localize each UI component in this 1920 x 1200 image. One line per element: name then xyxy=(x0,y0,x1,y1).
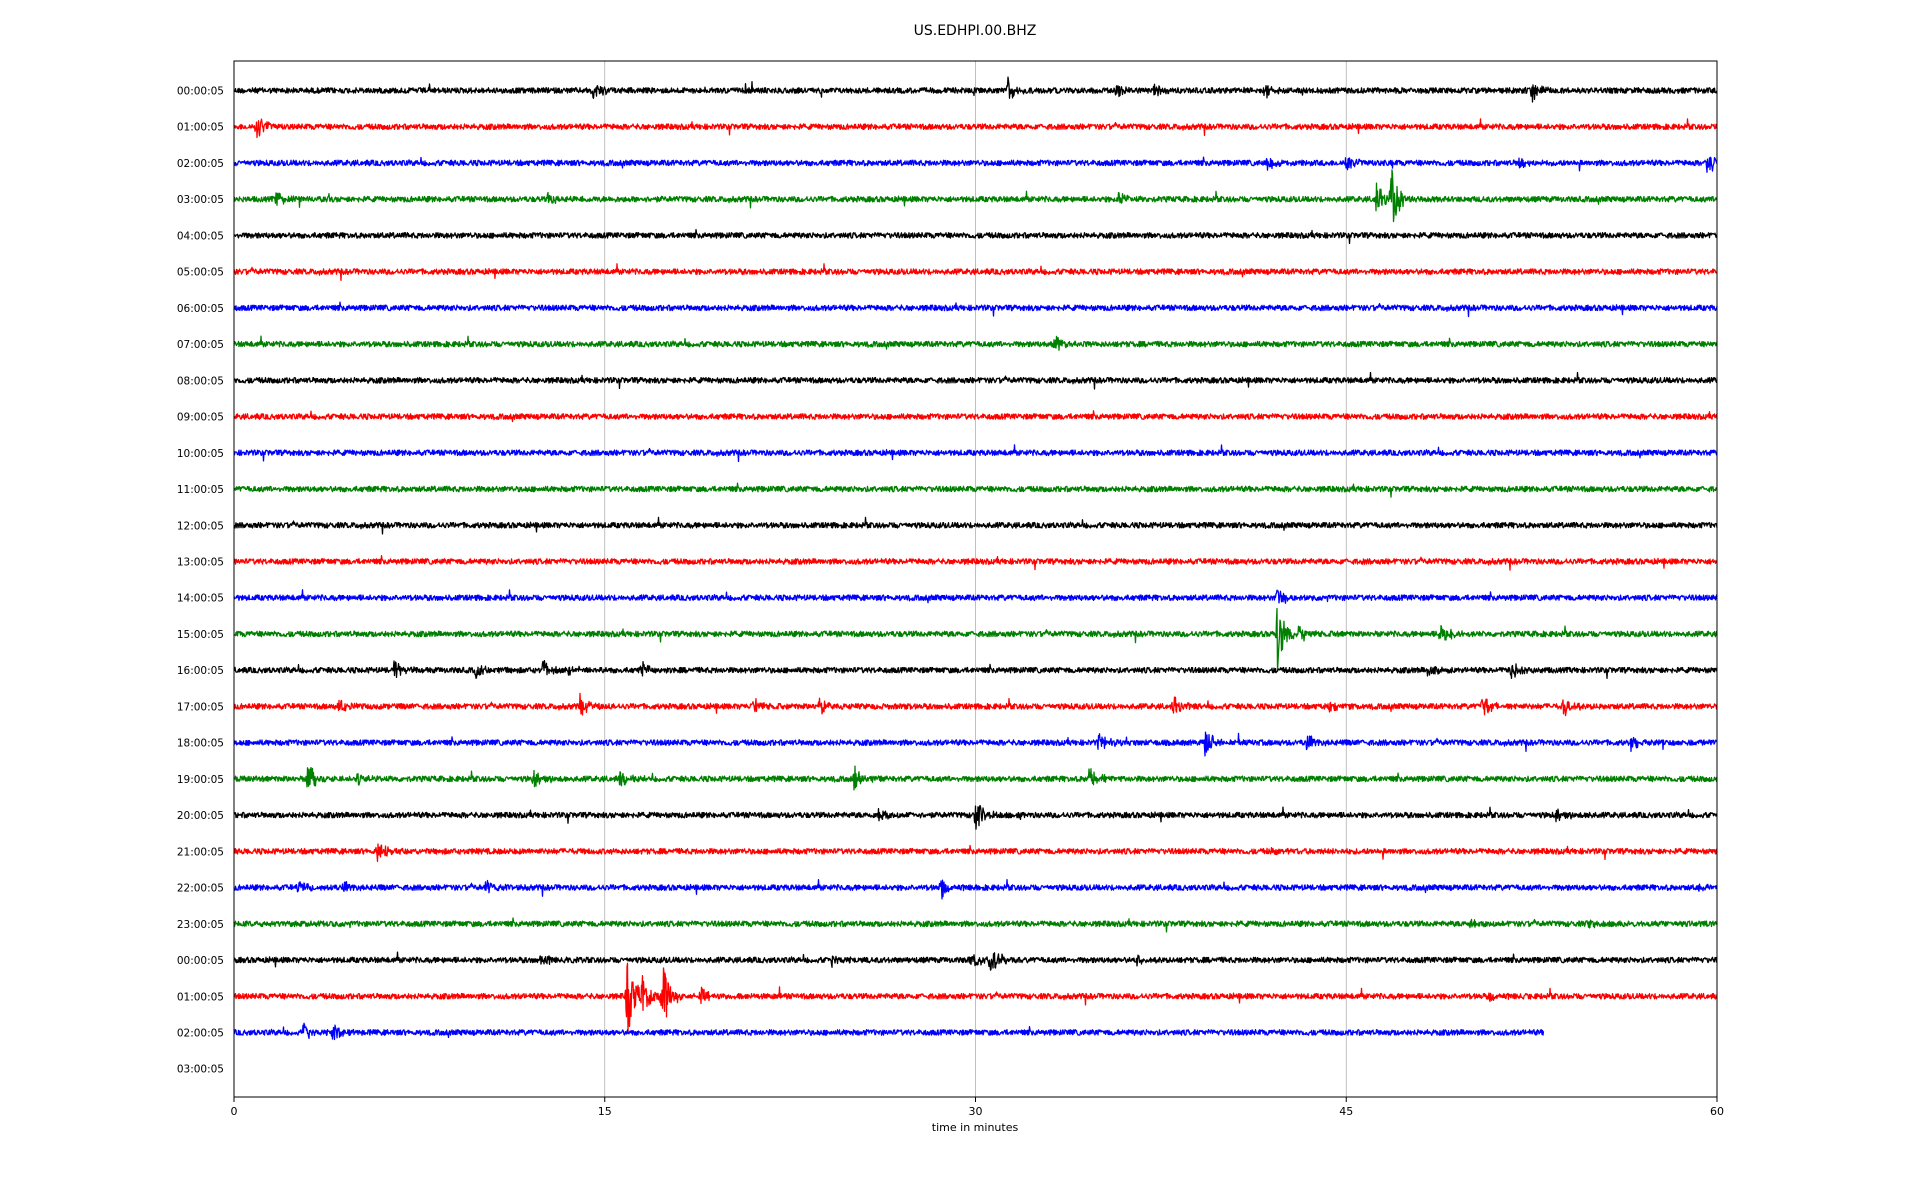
row-time-label: 07:00:05 xyxy=(177,339,224,351)
row-time-label: 08:00:05 xyxy=(177,375,224,387)
row-time-label: 01:00:05 xyxy=(177,122,224,134)
seismic-trace xyxy=(233,843,1718,862)
seismic-trace xyxy=(233,660,1718,680)
row-time-label: 20:00:05 xyxy=(177,810,224,822)
row-time-label: 03:00:05 xyxy=(177,194,224,206)
seismic-trace xyxy=(233,410,1718,423)
row-time-label: 04:00:05 xyxy=(177,230,224,242)
row-time-label: 19:00:05 xyxy=(177,774,224,786)
seismic-trace xyxy=(233,76,1718,103)
seismic-trace xyxy=(233,555,1718,571)
row-time-label: 17:00:05 xyxy=(177,701,224,713)
seismic-trace xyxy=(233,765,1718,791)
seismic-trace xyxy=(233,692,1718,717)
row-time-label: 15:00:05 xyxy=(177,629,224,641)
row-time-label: 06:00:05 xyxy=(177,303,224,315)
seismic-trace xyxy=(233,228,1718,245)
vertical-grid xyxy=(604,61,1347,1097)
seismic-traces xyxy=(233,76,1718,1041)
row-time-labels: 00:00:05 01:00:05 02:00:05 03:00:05 04:00:05… xyxy=(177,86,224,1076)
row-time-label: 11:00:05 xyxy=(177,484,224,496)
row-time-label: 10:00:05 xyxy=(177,448,224,460)
row-time-label: 12:00:05 xyxy=(177,520,224,532)
seismic-trace xyxy=(233,607,1718,671)
seismic-trace xyxy=(233,804,1718,830)
row-time-label: 02:00:05 xyxy=(177,1027,224,1039)
seismic-trace xyxy=(233,263,1718,281)
seismic-trace xyxy=(233,169,1718,223)
row-time-label: 21:00:05 xyxy=(177,846,224,858)
row-time-label: 05:00:05 xyxy=(177,267,224,279)
x-tick-label: 60 xyxy=(1710,1105,1724,1118)
row-time-label: 02:00:05 xyxy=(177,158,224,170)
seismic-trace xyxy=(233,962,1718,1035)
seismic-trace xyxy=(233,301,1718,318)
row-time-label: 01:00:05 xyxy=(177,991,224,1003)
x-axis-ticks: 0 15 30 45 60 xyxy=(231,1097,1724,1118)
seismic-trace xyxy=(233,482,1718,498)
x-tick-label: 0 xyxy=(231,1105,238,1118)
seismic-trace xyxy=(233,879,1718,900)
row-time-label: 22:00:05 xyxy=(177,883,224,895)
row-time-label: 13:00:05 xyxy=(177,556,224,568)
row-time-label: 23:00:05 xyxy=(177,919,224,931)
seismic-trace xyxy=(233,1022,1545,1041)
seismic-trace xyxy=(233,156,1718,173)
chart-title: US.EDHPI.00.BHZ xyxy=(914,23,1037,39)
x-tick-label: 30 xyxy=(969,1105,983,1118)
row-time-label: 16:00:05 xyxy=(177,665,224,677)
seismic-trace xyxy=(233,118,1718,139)
seismic-trace xyxy=(233,335,1718,351)
x-tick-label: 45 xyxy=(1339,1105,1353,1118)
row-time-label: 03:00:05 xyxy=(177,1064,224,1076)
row-time-label: 18:00:05 xyxy=(177,738,224,750)
seismic-trace xyxy=(233,731,1718,757)
seismic-trace xyxy=(233,371,1718,390)
row-time-label: 00:00:05 xyxy=(177,86,224,98)
row-time-label: 14:00:05 xyxy=(177,593,224,605)
row-time-label: 00:00:05 xyxy=(177,955,224,967)
seismic-trace xyxy=(233,589,1718,604)
seismic-trace xyxy=(233,444,1718,463)
seismic-trace xyxy=(233,516,1718,535)
x-axis-label: time in minutes xyxy=(932,1121,1019,1134)
seismic-trace xyxy=(233,951,1718,971)
row-time-label: 09:00:05 xyxy=(177,412,224,424)
x-tick-label: 15 xyxy=(598,1105,612,1118)
seismic-trace xyxy=(233,917,1718,933)
